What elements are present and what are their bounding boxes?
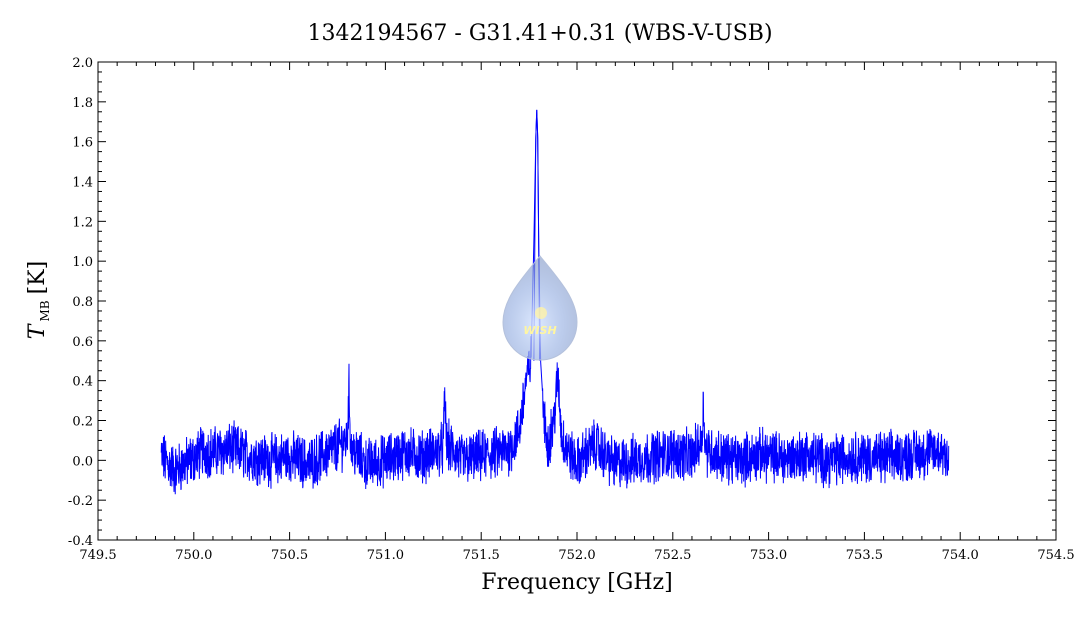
spectrum-line (160, 110, 950, 495)
x-tick-label: 753.0 (750, 548, 787, 563)
x-tick-label: 750.5 (271, 548, 308, 563)
x-tick-label: 752.5 (654, 548, 691, 563)
x-tick-label: 751.0 (367, 548, 404, 563)
wish-logo: WISH (502, 255, 578, 361)
y-tick-label: 0.4 (72, 375, 93, 390)
x-tick-label: 754.5 (1037, 548, 1074, 563)
plot-area: 749.5 750.0 750.5 751.0 751.5 752.0 752.5 753.0… (68, 56, 1075, 563)
y-axis-label-subscript: MB (38, 300, 52, 321)
y-tick-label: 1.6 (72, 136, 93, 151)
y-tick-label: 0.0 (72, 454, 93, 469)
x-tick-label: 752.0 (558, 548, 595, 563)
svg-text:TMB[K]: TMB [K] (25, 261, 52, 339)
x-tick-label: 754.0 (942, 548, 979, 563)
x-axis-tick-labels: 749.5 750.0 750.5 751.0 751.5 752.0 752.5 753.0… (79, 548, 1074, 563)
y-tick-label: 1.8 (72, 96, 93, 111)
y-tick-label: 1.2 (72, 215, 93, 230)
x-tick-label: 751.5 (463, 548, 500, 563)
y-axis-label: TMB [K] (25, 261, 52, 339)
x-axis-ticks (97, 62, 1057, 540)
y-tick-label: 2.0 (72, 56, 93, 71)
chart-title: 1342194567 - G31.41+0.31 (WBS-V-USB) (307, 21, 772, 46)
y-axis-ticks (98, 61, 1056, 541)
x-tick-label: 753.5 (846, 548, 883, 563)
y-tick-label: 0.6 (72, 335, 93, 350)
emission-peak (533, 109, 541, 361)
trace-layer (160, 109, 950, 495)
y-tick-label: -0.2 (68, 494, 93, 509)
logo-text: WISH (523, 324, 556, 337)
x-tick-label: 749.5 (79, 548, 116, 563)
y-axis-tick-labels: -0.4 -0.2 0.0 0.2 0.4 0.6 0.8 1.0 1.2 1.4 1.6 1.8 2.… (68, 56, 93, 549)
y-axis-label-unit: [K] (25, 261, 50, 295)
y-axis-label-symbol: T (25, 322, 50, 339)
y-tick-label: 0.2 (72, 415, 93, 430)
y-tick-label: 0.8 (72, 295, 93, 310)
y-tick-label: 1.4 (72, 176, 93, 191)
logo-sparkle-icon (535, 307, 547, 319)
y-tick-label: -0.4 (68, 534, 93, 549)
x-axis-label: Frequency [GHz] (481, 570, 673, 595)
x-tick-label: 750.0 (175, 548, 212, 563)
y-tick-label: 1.0 (72, 255, 93, 270)
